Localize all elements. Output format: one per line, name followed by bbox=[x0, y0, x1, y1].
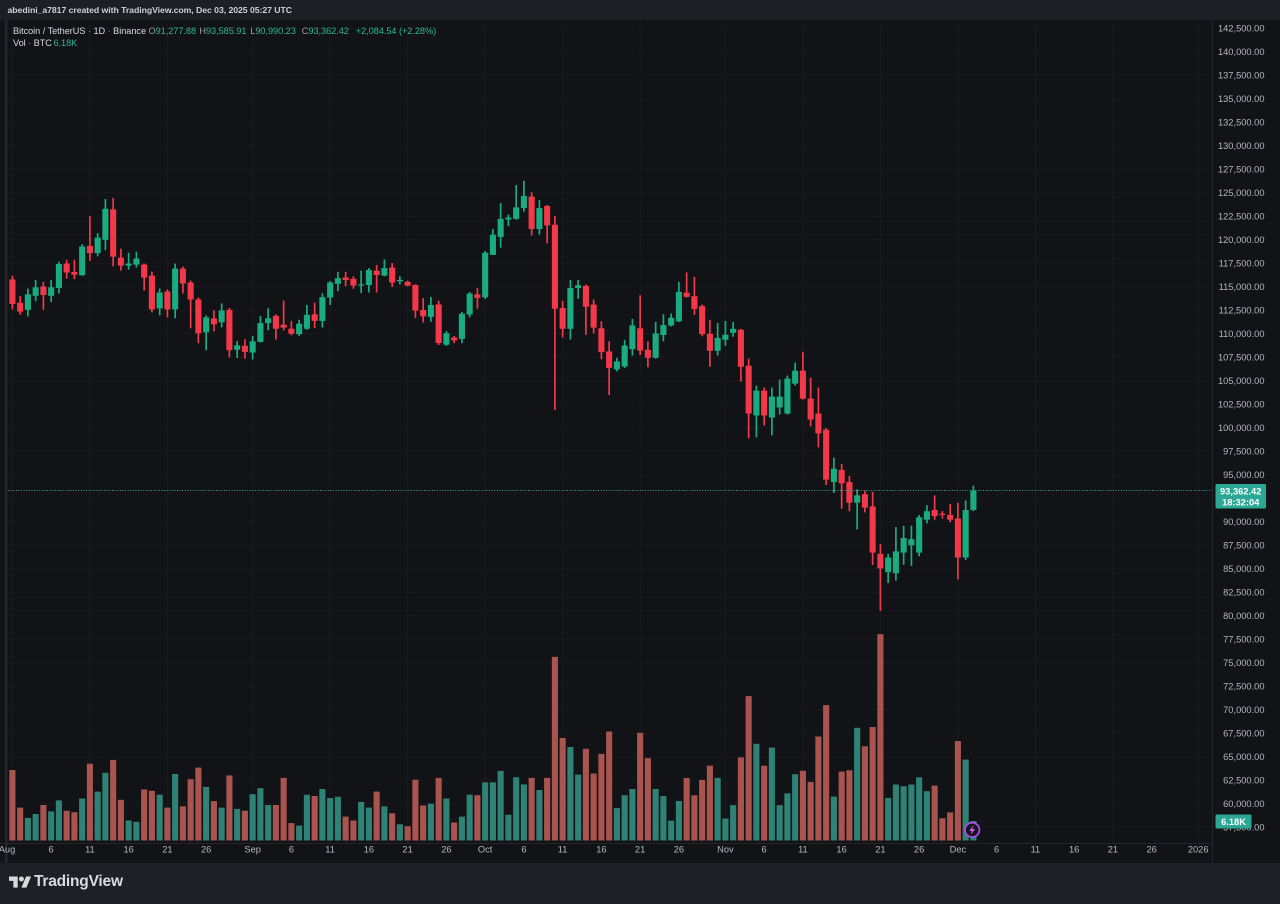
svg-text:115,000.00: 115,000.00 bbox=[1219, 282, 1265, 292]
svg-text:72,500.00: 72,500.00 bbox=[1223, 682, 1264, 692]
svg-text:60,000.00: 60,000.00 bbox=[1223, 799, 1264, 809]
svg-text:120,000.00: 120,000.00 bbox=[1218, 235, 1265, 245]
svg-text:90,000.00: 90,000.00 bbox=[1223, 517, 1264, 527]
svg-text:21: 21 bbox=[635, 845, 645, 855]
svg-text:Dec: Dec bbox=[950, 845, 967, 855]
svg-text:26: 26 bbox=[201, 845, 211, 855]
svg-text:11: 11 bbox=[798, 845, 808, 855]
svg-text:21: 21 bbox=[1108, 845, 1118, 855]
svg-text:122,500.00: 122,500.00 bbox=[1218, 212, 1265, 222]
svg-text:132,500.00: 132,500.00 bbox=[1218, 118, 1265, 128]
svg-text:62,500.00: 62,500.00 bbox=[1223, 776, 1264, 786]
svg-text:16: 16 bbox=[836, 845, 846, 855]
svg-text:127,500.00: 127,500.00 bbox=[1218, 165, 1265, 175]
svg-text:16: 16 bbox=[124, 845, 134, 855]
svg-text:21: 21 bbox=[402, 845, 412, 855]
svg-text:16: 16 bbox=[596, 845, 606, 855]
svg-text:Nov: Nov bbox=[717, 845, 734, 855]
svg-text:6: 6 bbox=[762, 845, 767, 855]
svg-text:26: 26 bbox=[674, 845, 684, 855]
svg-text:26: 26 bbox=[914, 845, 924, 855]
svg-text:70,000.00: 70,000.00 bbox=[1223, 705, 1264, 715]
svg-text:11: 11 bbox=[1031, 845, 1041, 855]
svg-text:11: 11 bbox=[325, 845, 335, 855]
svg-text:67,500.00: 67,500.00 bbox=[1223, 729, 1264, 739]
svg-text:11: 11 bbox=[558, 845, 568, 855]
svg-text:105,000.00: 105,000.00 bbox=[1218, 376, 1265, 386]
svg-text:125,000.00: 125,000.00 bbox=[1218, 188, 1265, 198]
svg-text:93,362.42: 93,362.42 bbox=[1220, 487, 1261, 497]
svg-text:6: 6 bbox=[521, 845, 526, 855]
svg-text:26: 26 bbox=[1147, 845, 1157, 855]
svg-text:77,500.00: 77,500.00 bbox=[1223, 635, 1264, 645]
svg-text:21: 21 bbox=[162, 845, 172, 855]
svg-text:110,000.00: 110,000.00 bbox=[1219, 329, 1265, 339]
svg-text:80,000.00: 80,000.00 bbox=[1223, 611, 1264, 621]
svg-text:137,500.00: 137,500.00 bbox=[1218, 71, 1265, 81]
svg-text:82,500.00: 82,500.00 bbox=[1223, 588, 1264, 598]
svg-text:112,500.00: 112,500.00 bbox=[1219, 306, 1265, 316]
svg-text:2026: 2026 bbox=[1188, 845, 1209, 855]
svg-text:6.18K: 6.18K bbox=[1221, 817, 1246, 827]
svg-text:102,500.00: 102,500.00 bbox=[1218, 400, 1265, 410]
svg-text:26: 26 bbox=[441, 845, 451, 855]
svg-text:107,500.00: 107,500.00 bbox=[1218, 353, 1265, 363]
svg-text:117,500.00: 117,500.00 bbox=[1219, 259, 1265, 269]
svg-text:16: 16 bbox=[364, 845, 374, 855]
svg-text:Sep: Sep bbox=[244, 845, 261, 855]
svg-text:100,000.00: 100,000.00 bbox=[1218, 423, 1265, 433]
svg-text:140,000.00: 140,000.00 bbox=[1218, 47, 1265, 57]
svg-text:135,000.00: 135,000.00 bbox=[1218, 94, 1265, 104]
svg-text:97,500.00: 97,500.00 bbox=[1223, 447, 1264, 457]
svg-text:142,500.00: 142,500.00 bbox=[1218, 24, 1265, 34]
svg-text:Aug: Aug bbox=[0, 845, 15, 855]
svg-text:6: 6 bbox=[289, 845, 294, 855]
svg-text:Oct: Oct bbox=[478, 845, 493, 855]
svg-text:130,000.00: 130,000.00 bbox=[1218, 141, 1265, 151]
svg-text:16: 16 bbox=[1069, 845, 1079, 855]
svg-text:65,000.00: 65,000.00 bbox=[1223, 752, 1264, 762]
svg-text:21: 21 bbox=[875, 845, 885, 855]
svg-text:75,000.00: 75,000.00 bbox=[1223, 658, 1264, 668]
svg-text:85,000.00: 85,000.00 bbox=[1223, 564, 1264, 574]
svg-text:87,500.00: 87,500.00 bbox=[1223, 541, 1264, 551]
svg-text:11: 11 bbox=[85, 845, 95, 855]
svg-text:6: 6 bbox=[994, 845, 999, 855]
svg-text:18:32:04: 18:32:04 bbox=[1222, 498, 1260, 508]
svg-text:95,000.00: 95,000.00 bbox=[1223, 470, 1264, 480]
svg-text:6: 6 bbox=[49, 845, 54, 855]
